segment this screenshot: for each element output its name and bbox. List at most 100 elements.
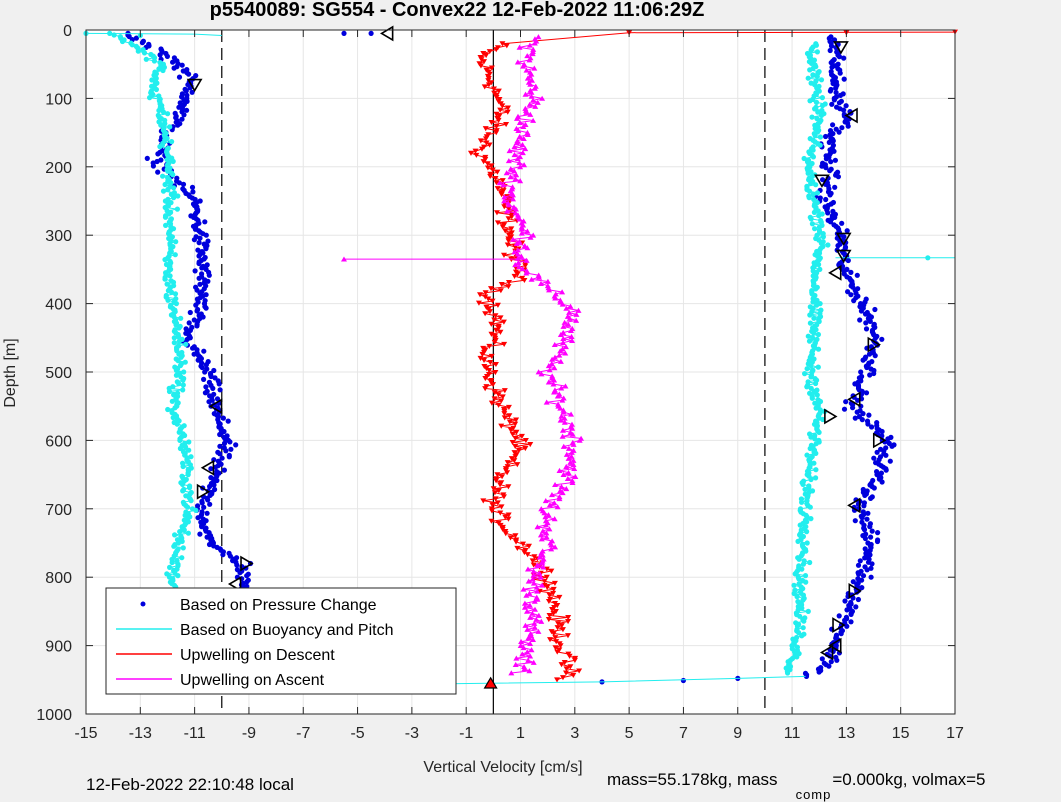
ascent-upwelling-series-point	[556, 352, 563, 358]
buoyancy-descent-series-point	[157, 144, 163, 150]
buoyancy-surface-points-point	[925, 255, 931, 261]
pressure-ascent-series-point	[867, 372, 873, 378]
descent-upwelling-series-point	[493, 180, 500, 186]
pressure-ascent-series-point	[860, 573, 867, 579]
buoyancy-ascent-series-point	[801, 618, 807, 624]
buoyancy-descent-series-point	[176, 338, 182, 344]
ascent-upwelling-series-point	[506, 148, 513, 154]
ascent-upwelling-series-point	[538, 371, 545, 377]
descent-upwelling-series-point	[511, 458, 518, 464]
pressure-ascent-series-point	[842, 598, 848, 604]
x-tick-label: 3	[570, 725, 579, 742]
descent-upwelling-series-point	[497, 107, 504, 113]
buoyancy-ascent-series-point	[799, 633, 805, 639]
buoyancy-descent-series-point	[170, 415, 176, 421]
pressure-ascent-series-point	[879, 336, 885, 342]
buoyancy-descent-series-point	[167, 564, 173, 571]
descent-upwelling-series-point	[482, 136, 489, 142]
pressure-ascent-series-point	[848, 611, 854, 618]
y-tick-label: 600	[45, 433, 72, 450]
buoyancy-ascent-series-point	[813, 286, 819, 292]
ascent-upwelling-series-point	[568, 453, 575, 459]
pressure-ascent-series-point	[864, 567, 870, 573]
descent-upwelling-series-point	[508, 226, 515, 232]
descent-upwelling-series-point	[543, 574, 550, 580]
pressure-ascent-series-point	[868, 534, 874, 540]
footer-mass-info: mass=55.178kg, mass comp=0.000kg, volmax=…	[607, 770, 985, 802]
buoyancy-ascent-series-point	[799, 499, 805, 505]
descent-upwelling-series-point	[546, 592, 553, 599]
buoyancy-descent-series-point	[169, 559, 175, 566]
ascent-upwelling-series-point	[512, 661, 519, 667]
pressure-descent-series-point	[203, 305, 209, 311]
ascent-upwelling-series-point	[557, 417, 564, 423]
descent-upwelling-series-point	[477, 138, 484, 144]
buoyancy-ascent-series-point	[811, 315, 817, 321]
descent-upwelling-series-point	[504, 460, 511, 466]
buoyancy-ascent-series-point	[813, 441, 819, 447]
buoyancy-ascent-series-point	[813, 450, 819, 456]
descent-upwelling-series-point	[499, 41, 506, 47]
descent-upwelling-series-point	[555, 621, 562, 627]
ascent-upwelling-series-point	[563, 451, 570, 457]
buoyancy-ascent-series-point	[807, 98, 813, 104]
buoyancy-ascent-series-point	[816, 429, 822, 435]
descent-upwelling-series-point	[485, 78, 492, 84]
pressure-ascent-series-point	[827, 168, 833, 174]
pressure-ascent-series-point	[864, 516, 870, 522]
buoyancy-descent-series-point	[165, 186, 171, 192]
ascent-upwelling-series-point	[521, 243, 528, 249]
ascent-upwelling-series-point	[501, 194, 508, 200]
ascent-upwelling-series-point	[559, 301, 566, 307]
ascent-upwelling-series-point	[526, 590, 533, 596]
descent-upwelling-series-point	[493, 130, 500, 136]
descent-upwelling-series-point	[492, 175, 499, 182]
descent-upwelling-series-point	[488, 518, 495, 524]
open-triangle-marker	[814, 174, 830, 188]
descent-upwelling-series-point	[554, 625, 561, 631]
buoyancy-descent-series-point	[176, 380, 182, 386]
pressure-ascent-series-point	[859, 417, 865, 423]
descent-upwelling-series-point	[499, 394, 506, 400]
descent-upwelling-series-point	[545, 617, 552, 623]
pressure-descent-series-point	[195, 357, 201, 363]
pressure-ascent-series-point	[862, 492, 868, 498]
ascent-upwelling-series	[496, 34, 585, 676]
ascent-upwelling-series-point	[526, 57, 533, 63]
pressure-ascent-series-point	[837, 92, 844, 98]
descent-upwelling-series-point	[571, 657, 578, 664]
pressure-ascent-series-point	[839, 220, 845, 226]
ascent-upwelling-series-point	[536, 274, 543, 280]
pressure-descent-series-point	[217, 387, 223, 393]
pressure-ascent-series-point	[843, 103, 849, 109]
buoyancy-ascent-series-point	[813, 380, 819, 387]
descent-upwelling-series-point	[479, 351, 486, 357]
y-tick-label: 900	[45, 639, 72, 656]
buoyancy-descent-series-point	[163, 222, 169, 228]
footer-local-time: 12-Feb-2022 22:10:48 local	[86, 775, 294, 794]
pressure-descent-series-point	[202, 390, 208, 396]
descent-upwelling-series-point	[520, 541, 527, 547]
ascent-upwelling-series-point	[551, 341, 558, 348]
buoyancy-descent-series-point	[162, 276, 168, 282]
buoyancy-descent-series-point	[172, 405, 178, 411]
ascent-upwelling-series-point	[558, 413, 565, 419]
ascent-upwelling-series-point	[565, 455, 572, 461]
ascent-upwelling-series-point	[559, 397, 566, 403]
pressure-ascent-series-point	[803, 673, 810, 680]
ascent-upwelling-series-point	[570, 457, 577, 463]
buoyancy-ascent-series-point	[814, 302, 820, 308]
descent-upwelling-series-point	[566, 653, 573, 659]
buoyancy-ascent-series-point	[805, 170, 811, 176]
ascent-upwelling-series-point	[518, 226, 525, 232]
descent-upwelling-series-point	[544, 584, 551, 590]
ascent-upwelling-series-point	[562, 383, 569, 389]
descent-upwelling-series-point	[505, 284, 512, 290]
buoyancy-ascent-series-point	[810, 335, 816, 341]
open-triangle-marker	[208, 398, 223, 415]
ascent-upwelling-series-point	[548, 492, 555, 498]
buoyancy-descent-series-point	[181, 527, 187, 533]
ascent-upwelling-series-point	[526, 668, 533, 674]
ascent-upwelling-series-point	[543, 530, 550, 536]
descent-upwelling-series-point	[494, 302, 501, 308]
